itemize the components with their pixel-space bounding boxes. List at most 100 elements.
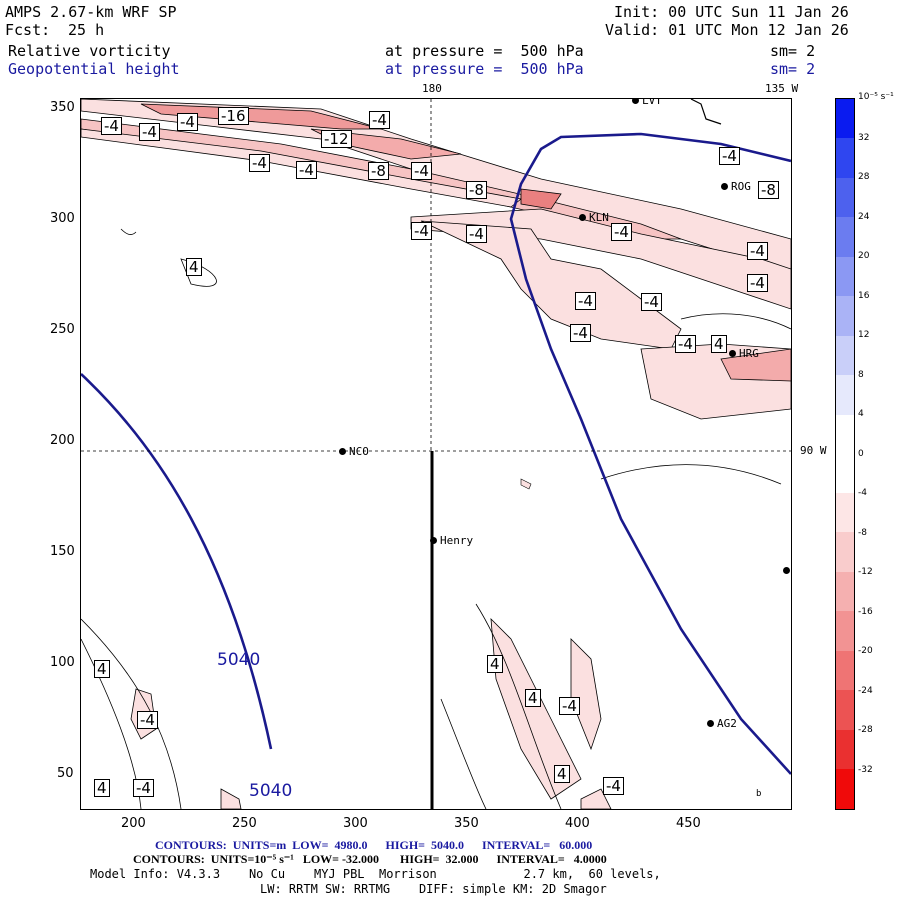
colorbar-label: 28 [858,172,870,182]
colorbar-label: -28 [858,725,873,735]
vort-label: -16 [218,107,249,125]
height-label-5040: 5040 [249,781,293,801]
x-tick-label: 300 [343,816,368,831]
colorbar-label: 24 [858,212,870,222]
station-name: LVT [642,98,662,107]
vort-label: -4 [139,123,160,141]
colorbar-label: -12 [858,567,873,577]
vort-label: 4 [711,335,727,353]
colorbar-label: -8 [858,528,867,538]
vort-label: 4 [94,660,110,678]
vort-label: -4 [101,117,122,135]
field1-level: at pressure = 500 hPa [385,42,584,60]
station-name: Henry [440,534,474,547]
forecast-value: 25 h [68,21,105,39]
x-tick-label: 250 [232,816,257,831]
colorbar-label: 20 [858,251,870,261]
x-tick-label: 200 [121,816,146,831]
init-time: Init: 00 UTC Sun 11 Jan 26 [614,3,849,21]
vort-label: 4 [525,689,541,707]
y-tick-label: 100 [50,655,75,670]
valid-time: Valid: 01 UTC Mon 12 Jan 26 [605,21,849,39]
vort-label: -4 [296,161,317,179]
map-plot-area[interactable]: -4 -4 -4 -16 -4 -12 -4 -4 -8 -4 -8 -4 -4… [80,98,792,810]
vort-label: 4 [554,765,570,783]
x-tick-label: 450 [676,816,701,831]
station-marker [430,537,437,544]
vort-label: -8 [368,162,389,180]
field2-name: Geopotential height [8,60,180,78]
vort-label: -4 [641,293,662,311]
station-marker [579,214,586,221]
colorbar-svg [836,99,854,809]
coastline [690,99,722,125]
station-marker [721,183,728,190]
x-tick-label: 350 [454,816,479,831]
positive-vorticity-contours [81,228,791,809]
vort-label: -4 [411,162,432,180]
y-tick-label: 50 [57,766,74,781]
vort-label: 4 [94,779,110,797]
vort-label: 4 [487,655,503,673]
vort-label: -4 [411,222,432,240]
station-name: KLN [589,211,609,224]
y-tick-label: 250 [50,322,75,337]
corner-mark: b [756,789,762,799]
model-title: AMPS 2.67-km WRF SP [5,3,177,21]
geopotential-contours [81,132,791,775]
vort-label: -4 [611,223,632,241]
colorbar-label: 4 [858,409,864,419]
footer-model-info: Model Info: V4.3.3 No Cu MYJ PBL Morriso… [90,867,661,881]
meridian-label-180: 180 [422,82,442,95]
vort-label: -4 [249,154,270,172]
footer-physics-info: LW: RRTM SW: RRTMG DIFF: simple KM: 2D S… [260,882,607,896]
station-marker [783,567,790,574]
field1-name: Relative vorticity [8,42,171,60]
field1-smoothing: sm= 2 [770,42,816,60]
colorbar-label: -32 [858,765,873,775]
station-name: ROG [731,180,751,193]
vort-label: -8 [466,181,487,199]
vort-label: -4 [575,292,596,310]
colorbar-label: -4 [858,488,867,498]
vort-label: -4 [466,225,487,243]
vort-label: -8 [758,181,779,199]
forecast-label: Fcst: [5,21,51,39]
vort-label: -4 [570,324,591,342]
station-name: AG2 [717,717,737,730]
colorbar-label: -24 [858,686,873,696]
colorbar-label: 8 [858,370,864,380]
station-name: HRG [739,347,759,360]
colorbar-label: 16 [858,291,870,301]
station-marker [707,720,714,727]
footer-vorticity-contours: CONTOURS: UNITS=10⁻⁵ s⁻¹ LOW= -32.000 HI… [133,852,607,866]
colorbar-unit: 10⁻⁵ s⁻¹ [858,92,894,102]
colorbar-label: -20 [858,646,873,656]
colorbar-label: 12 [858,330,870,340]
vort-label: -4 [177,113,198,131]
y-tick-label: 300 [50,211,75,226]
vort-label: -12 [321,130,352,148]
parallel-label-90w: 90 W [800,444,827,457]
colorbar-label: -16 [858,607,873,617]
station-marker [632,99,639,104]
colorbar-label: 0 [858,449,864,459]
y-tick-label: 350 [50,100,75,115]
field2-smoothing: sm= 2 [770,60,816,78]
colorbar-label: 32 [858,133,870,143]
station-marker [729,350,736,357]
meridian-label-135w: 135 W [765,82,799,95]
footer-height-contours: CONTOURS: UNITS=m LOW= 4980.0 HIGH= 5040… [155,838,593,852]
station-marker [339,448,346,455]
map-svg [81,99,791,809]
y-tick-label: 200 [50,433,75,448]
vort-label: -4 [369,111,390,129]
height-label-5040: 5040 [217,650,261,670]
y-tick-label: 150 [50,544,75,559]
vort-label: -4 [719,147,740,165]
vort-label: -4 [559,697,580,715]
vort-label: -4 [747,274,768,292]
vort-label: -4 [747,242,768,260]
colorbar [835,98,855,810]
station-name: NCO [349,445,369,458]
